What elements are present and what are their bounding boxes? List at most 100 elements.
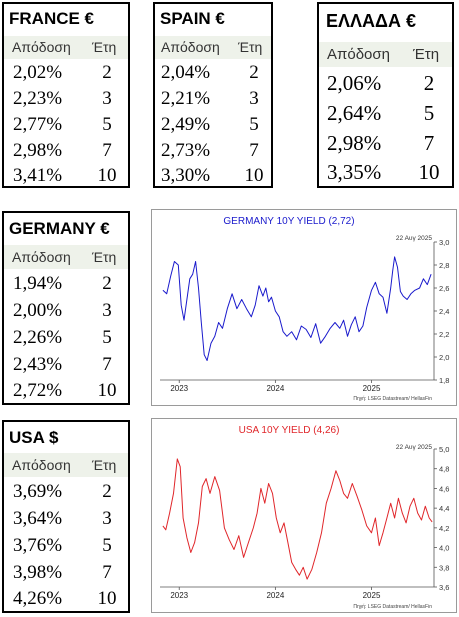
table-row: 3,69% 2 [4, 478, 128, 505]
years-value: 3 [102, 508, 112, 529]
x-tick-label: 2023 [170, 384, 188, 393]
yield-value: 2,49% [161, 114, 211, 135]
chart-date: 22 Αυγ 2025 [396, 235, 432, 242]
table-header: Απόδοση Έτη [4, 36, 128, 59]
table-row: 2,72% 10 [4, 378, 128, 405]
germany-yield-chart: GERMANY 10Y YIELD (2,72) 22 Αυγ 2025 3,0 2,… [160, 216, 449, 402]
y-tick-label: 3,0 [439, 238, 449, 247]
table-row: 2,06% 2 [319, 68, 452, 97]
chart-title: GERMANY 10Y YIELD (2,72) [223, 216, 354, 227]
years-value: 10 [244, 165, 264, 186]
years-value: 2 [102, 62, 112, 83]
table-row: 2,77% 5 [4, 112, 128, 137]
yield-value: 2,43% [13, 354, 63, 375]
yield-value: 2,72% [13, 380, 63, 401]
col-yield-header: Απόδοση [12, 39, 71, 55]
table-row: 1,94% 2 [4, 270, 128, 297]
chart-date: 22 Αυγ 2025 [396, 444, 432, 451]
table-usa: USA $ Απόδοση Έτη 3,69% 2 3,64% 3 3,76% 5 3… [2, 420, 130, 613]
years-value: 5 [249, 114, 259, 135]
yield-value: 2,77% [13, 114, 63, 135]
table-title: ΕΛΛΑΔΑ € [326, 11, 416, 31]
yield-value: 2,06% [327, 71, 382, 95]
table-row: 3,35% 10 [319, 158, 452, 187]
years-value: 7 [102, 354, 112, 375]
yield-value: 2,98% [327, 131, 382, 155]
table-row: 4,26% 10 [4, 586, 128, 613]
years-value: 5 [102, 535, 112, 556]
years-value: 2 [423, 71, 435, 95]
years-value: 7 [102, 562, 112, 583]
y-tick-label: 2,6 [439, 284, 449, 293]
table-germany: GERMANY € Απόδοση Έτη 1,94% 2 2,00% 3 2,26… [2, 211, 130, 405]
years-value: 3 [102, 88, 112, 109]
y-tick-label: 5,0 [439, 445, 449, 454]
chart-title: USA 10Y YIELD (4,26) [239, 425, 340, 436]
col-yield-header: Απόδοση [327, 46, 390, 63]
col-yield-header: Απόδοση [12, 249, 71, 265]
yield-value: 3,69% [13, 481, 63, 502]
years-value: 2 [249, 62, 259, 83]
col-yield-header: Απόδοση [12, 457, 71, 473]
table-header: Απόδοση Έτη [4, 245, 128, 269]
table-row: 2,98% 7 [4, 138, 128, 163]
years-value: 5 [102, 327, 112, 348]
table-row: 3,30% 10 [155, 164, 271, 189]
y-tick-label: 4,6 [439, 484, 449, 493]
table-title: USA $ [9, 428, 59, 447]
col-years-header: Έτη [413, 46, 440, 63]
y-tick-label: 3,8 [439, 563, 449, 572]
table-row: 2,21% 3 [155, 86, 271, 111]
y-tick-label: 2,8 [439, 261, 449, 270]
yield-value: 2,98% [13, 140, 63, 161]
years-value: 3 [249, 88, 259, 109]
years-value: 5 [423, 101, 435, 125]
years-value: 5 [102, 114, 112, 135]
yield-value: 1,94% [13, 273, 63, 294]
y-tick-label: 2,2 [439, 330, 449, 339]
years-value: 10 [418, 160, 440, 184]
y-tick-label: 2,4 [439, 307, 449, 316]
yield-value: 2,64% [327, 101, 382, 125]
years-value: 10 [97, 165, 117, 186]
table-header: Απόδοση Έτη [319, 42, 452, 67]
y-tick-label: 4,8 [439, 465, 449, 474]
table-row: 2,26% 5 [4, 324, 128, 351]
y-tick-label: 4,4 [439, 504, 449, 513]
table-row: 2,02% 2 [4, 60, 128, 85]
germany-yield-chart-panel: GERMANY 10Y YIELD (2,72) 22 Αυγ 2025 3,0 2,… [151, 209, 457, 406]
years-value: 10 [97, 588, 117, 609]
series-line [162, 256, 432, 361]
y-tick-label: 4,2 [439, 524, 449, 533]
table-row: 3,64% 3 [4, 505, 128, 532]
yield-value: 2,21% [161, 88, 211, 109]
table-spain: SPAIN € Απόδοση Έτη 2,04% 2 2,21% 3 2,49% 5… [153, 2, 273, 188]
usa-yield-chart-panel: USA 10Y YIELD (4,26) 22 Αυγ 2025 5,0 4,8 4,6… [151, 418, 457, 613]
x-tick-label: 2025 [363, 384, 381, 393]
table-row: 3,98% 7 [4, 559, 128, 586]
col-years-header: Έτη [238, 39, 263, 55]
yield-value: 3,35% [327, 160, 382, 184]
chart-source: Πηγή: LSEG Datastream/ HellasFin [353, 395, 432, 402]
yield-value: 2,02% [13, 62, 63, 83]
x-tick-label: 2025 [363, 591, 381, 600]
y-tick-label: 1,8 [439, 376, 449, 385]
yield-value: 3,41% [13, 165, 63, 186]
col-yield-header: Απόδοση [161, 39, 220, 55]
table-row: 2,49% 5 [155, 112, 271, 137]
yield-value: 2,00% [13, 300, 63, 321]
yield-value: 3,76% [13, 535, 63, 556]
table-row: 2,00% 3 [4, 297, 128, 324]
table-france: FRANCE € Απόδοση Έτη 2,02% 2 2,23% 3 2,77%… [2, 2, 130, 188]
table-greece: ΕΛΛΑΔΑ € Απόδοση Έτη 2,06% 2 2,64% 5 2,98%… [317, 2, 454, 188]
years-value: 3 [102, 300, 112, 321]
yield-value: 4,26% [13, 588, 63, 609]
yield-value: 3,64% [13, 508, 63, 529]
table-title: SPAIN € [160, 9, 225, 28]
table-row: 2,43% 7 [4, 351, 128, 378]
years-value: 7 [423, 131, 435, 155]
series-line [162, 458, 433, 580]
years-value: 7 [249, 140, 259, 161]
col-years-header: Έτη [92, 457, 117, 473]
table-row: 2,73% 7 [155, 138, 271, 163]
